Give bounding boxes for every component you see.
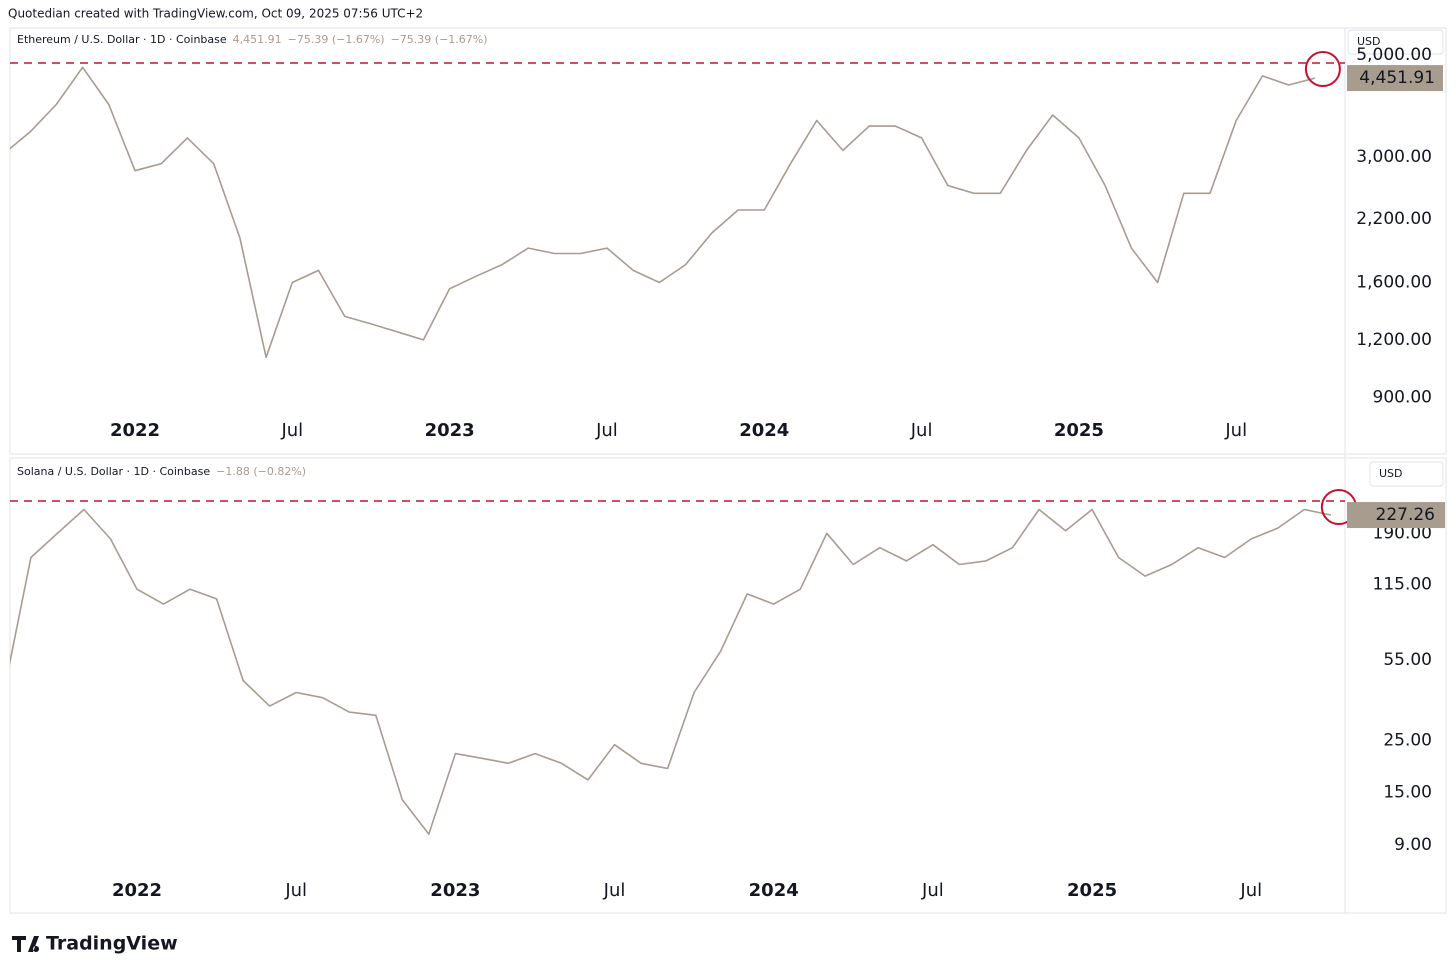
y-tick-label: 115.00 [1373,575,1432,595]
panel [9,27,1447,455]
y-tick-label: 55.00 [1383,650,1432,670]
highlight-circle [1304,51,1341,87]
header: Quotedian created with TradingView.com, … [8,7,423,21]
y-tick-label: 25.00 [1383,731,1432,751]
currency: USD [1379,467,1403,480]
subtitle: −1.88 (−0.82%) [216,465,306,478]
x-tick-label: 2025 [1067,880,1117,901]
logo [12,936,40,952]
last-price-box [1347,65,1443,92]
currency-box [1369,461,1444,487]
panel [9,457,1447,914]
x-tick-label: Jul [1224,420,1247,441]
x-tick-label: Jul [910,420,933,441]
chart-title: Ethereum / U.S. Dollar · 1D · Coinbase [17,33,227,46]
price-line [10,508,1332,835]
y-tick-label: 1,600.00 [1356,272,1432,292]
y-tick-label: 9.00 [1394,835,1432,855]
x-tick-label: Jul [284,880,307,901]
price-line [10,66,1316,359]
subtitle: 4,451.91 [233,33,282,46]
y-tick-label: 1,200.00 [1356,330,1432,350]
subtitle: −75.39 (−1.67%) [391,33,488,46]
x-tick-label: Jul [1239,880,1262,901]
chart-title: Solana / U.S. Dollar · 1D · Coinbase [17,465,210,478]
y-tick-label: 190.00 [1373,523,1432,543]
currency-box [1347,29,1444,55]
subtitle: −75.39 (−1.67%) [288,33,385,46]
y-tick-label: 2,200.00 [1356,209,1432,229]
logo-mark [12,936,40,952]
x-tick-label: 2022 [112,880,162,901]
currency: USD [1357,35,1381,48]
y-tick-label: 15.00 [1383,783,1432,803]
x-tick-label: 2022 [110,420,160,441]
last-price-box [1347,502,1445,529]
x-tick-label: Jul [921,880,944,901]
x-tick-label: 2024 [749,880,799,901]
footer: TradingView [46,933,178,955]
y-tick-label: 3,000.00 [1356,147,1432,167]
x-tick-label: 2025 [1054,420,1104,441]
x-tick-label: 2023 [430,880,480,901]
x-tick-label: 2024 [739,420,789,441]
x-tick-label: 2023 [425,420,475,441]
x-tick-label: Jul [595,420,618,441]
last-price-label: 227.26 [1376,505,1435,525]
y-tick-label: 900.00 [1373,387,1432,407]
x-tick-label: Jul [603,880,626,901]
x-tick-label: Jul [280,420,303,441]
y-tick-label: 5,000.00 [1356,45,1432,65]
last-price-label: 4,451.91 [1359,68,1435,88]
